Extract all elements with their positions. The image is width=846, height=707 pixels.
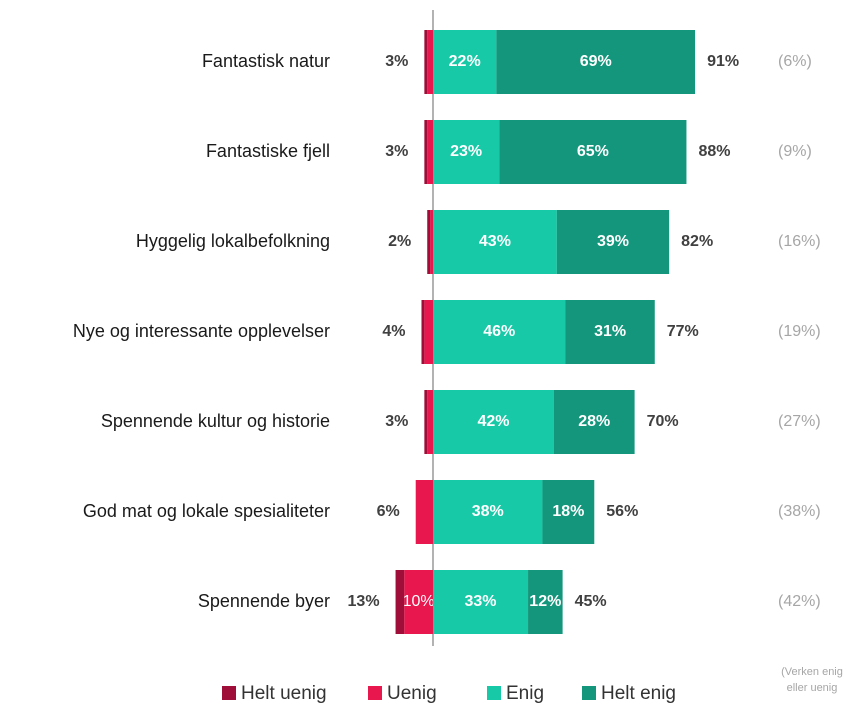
neutral-label: (38%) bbox=[778, 503, 821, 520]
segment-label: 69% bbox=[580, 53, 612, 70]
category-label: God mat og lokale spesialiteter bbox=[83, 501, 330, 521]
bar-segment bbox=[499, 120, 687, 184]
segment-label: 23% bbox=[450, 143, 482, 160]
segment-label: 10% bbox=[403, 593, 435, 610]
segment-label: 43% bbox=[479, 233, 511, 250]
segment-label: 33% bbox=[465, 593, 497, 610]
legend-label: Enig bbox=[506, 683, 544, 704]
segment-label: 39% bbox=[597, 233, 629, 250]
bar-segment bbox=[556, 210, 670, 274]
bar-segment bbox=[427, 30, 433, 94]
segment-label: 42% bbox=[477, 413, 509, 430]
segment-label: 31% bbox=[594, 323, 626, 340]
bar-segment bbox=[433, 210, 557, 274]
agree-total: 88% bbox=[698, 143, 730, 160]
bar-segment bbox=[424, 390, 428, 454]
bar-segment bbox=[542, 480, 595, 544]
category-label: Nye og interessante opplevelser bbox=[73, 321, 330, 341]
category-label: Fantastiske fjell bbox=[206, 141, 330, 161]
bar-segment bbox=[433, 120, 500, 184]
disagree-total: 3% bbox=[385, 53, 408, 70]
bar-segment bbox=[424, 300, 433, 364]
bar-segment bbox=[553, 390, 635, 454]
agree-total: 45% bbox=[575, 593, 607, 610]
bar-segment bbox=[565, 300, 655, 364]
disagree-total: 13% bbox=[348, 593, 380, 610]
agree-total: 82% bbox=[681, 233, 713, 250]
disagree-total: 3% bbox=[385, 413, 408, 430]
legend-swatch bbox=[582, 686, 596, 700]
segment-label: 38% bbox=[472, 503, 504, 520]
bar-segment bbox=[415, 480, 433, 544]
agree-total: 77% bbox=[667, 323, 699, 340]
bar-segment bbox=[404, 570, 433, 634]
agree-total: 56% bbox=[606, 503, 638, 520]
category-label: Fantastisk natur bbox=[202, 51, 330, 71]
neutral-label: (19%) bbox=[778, 323, 821, 340]
neutral-label: (6%) bbox=[778, 53, 812, 70]
legend-label: Helt uenig bbox=[241, 683, 327, 704]
disagree-total: 6% bbox=[377, 503, 400, 520]
bar-segment bbox=[424, 30, 428, 94]
bar-segment bbox=[427, 210, 431, 274]
bar-segment bbox=[433, 570, 529, 634]
bar-segment bbox=[433, 480, 543, 544]
disagree-total: 4% bbox=[382, 323, 405, 340]
legend-label: Helt enig bbox=[601, 683, 676, 704]
bar-segment bbox=[395, 570, 405, 634]
bar-segment bbox=[430, 210, 433, 274]
neutral-label: (27%) bbox=[778, 413, 821, 430]
neutral-label: (16%) bbox=[778, 233, 821, 250]
bar-segment bbox=[421, 300, 425, 364]
bar-segment bbox=[433, 300, 566, 364]
legend-swatch bbox=[487, 686, 501, 700]
bar-segment bbox=[528, 570, 563, 634]
segment-label: 18% bbox=[552, 503, 584, 520]
bar-segment bbox=[433, 30, 497, 94]
category-label: Hyggelig lokalbefolkning bbox=[136, 231, 330, 251]
segment-label: 12% bbox=[529, 593, 561, 610]
bar-segment bbox=[433, 390, 554, 454]
disagree-total: 3% bbox=[385, 143, 408, 160]
category-label: Spennende byer bbox=[198, 591, 330, 611]
segment-label: 46% bbox=[483, 323, 515, 340]
agree-total: 70% bbox=[647, 413, 679, 430]
bar-segment bbox=[424, 120, 428, 184]
footnote: eller uenig bbox=[787, 682, 838, 694]
neutral-label: (9%) bbox=[778, 143, 812, 160]
bar-segment bbox=[496, 30, 696, 94]
segment-label: 22% bbox=[449, 53, 481, 70]
bar-segment bbox=[427, 390, 433, 454]
footnote: (Verken enig bbox=[781, 666, 843, 678]
legend-swatch bbox=[222, 686, 236, 700]
segment-label: 28% bbox=[578, 413, 610, 430]
legend-label: Uenig bbox=[387, 683, 437, 704]
category-label: Spennende kultur og historie bbox=[101, 411, 330, 431]
disagree-total: 2% bbox=[388, 233, 411, 250]
neutral-label: (42%) bbox=[778, 593, 821, 610]
bar-segment bbox=[427, 120, 433, 184]
segment-label: 65% bbox=[577, 143, 609, 160]
legend-swatch bbox=[368, 686, 382, 700]
agree-total: 91% bbox=[707, 53, 739, 70]
